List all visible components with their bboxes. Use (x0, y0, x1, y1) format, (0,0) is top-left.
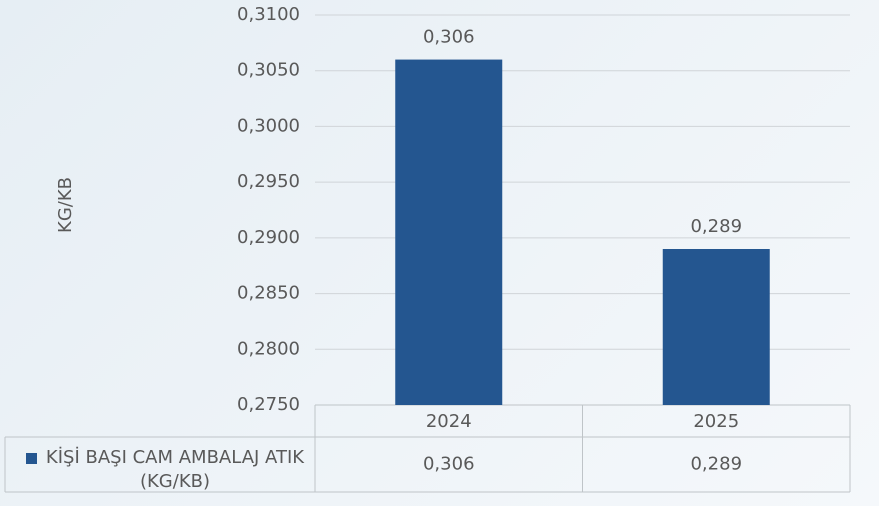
y-tick-label: 0,3100 (237, 4, 300, 25)
x-tick-label: 2025 (693, 411, 739, 432)
y-tick-label: 0,3000 (237, 115, 300, 136)
y-tick-label: 0,2750 (237, 394, 300, 415)
table-cell: 0,289 (690, 454, 742, 475)
table-cell: 0,306 (423, 454, 475, 475)
bar (662, 249, 770, 405)
y-tick-label: 0,2950 (237, 171, 300, 192)
legend-swatch (26, 453, 37, 464)
data-label: 0,289 (690, 216, 742, 237)
y-tick-label: 0,2800 (237, 338, 300, 359)
data-label: 0,306 (423, 27, 475, 48)
x-tick-label: 2024 (426, 411, 472, 432)
bar (395, 59, 503, 405)
y-tick-label: 0,3050 (237, 60, 300, 81)
legend-entry: KİŞİ BAŞI CAM AMBALAJ ATIK (KG/KB) (45, 447, 305, 492)
y-axis-label: KG/KB (55, 177, 76, 233)
y-tick-label: 0,2850 (237, 283, 300, 304)
y-tick-label: 0,2900 (237, 227, 300, 248)
